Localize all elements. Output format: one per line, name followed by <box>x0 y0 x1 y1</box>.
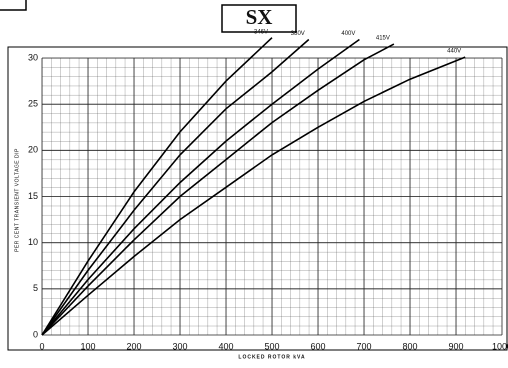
corner-box <box>0 0 27 11</box>
y-tick-label: 0 <box>33 329 38 339</box>
legend-label: 380V <box>291 31 305 37</box>
x-tick-label: 500 <box>264 341 279 351</box>
x-tick-label: 600 <box>310 341 325 351</box>
title-box <box>221 4 297 33</box>
chart-title: SX <box>246 5 273 29</box>
series-line <box>41 38 310 336</box>
x-tick-label: 900 <box>448 341 463 351</box>
series-line <box>41 43 395 336</box>
x-tick-label: 400 <box>218 341 233 351</box>
series-line <box>41 56 466 336</box>
y-axis-label: PER CENT TRANSIENT VOLTAGE DIP <box>14 148 20 252</box>
series-line <box>41 38 360 336</box>
x-axis-label: LOCKED ROTOR kVA <box>238 354 305 360</box>
x-tick-label: 100 <box>80 341 95 351</box>
legend-label: 400V <box>341 31 355 37</box>
legend-label: 440V <box>447 49 461 55</box>
series-line <box>41 37 273 336</box>
y-tick-label: 20 <box>28 145 38 155</box>
frame <box>7 46 508 351</box>
y-tick-label: 25 <box>28 99 38 109</box>
x-tick-label: 200 <box>126 341 141 351</box>
x-tick-label: 0 <box>39 341 44 351</box>
x-tick-label: 700 <box>356 341 371 351</box>
legend-label: 346V <box>254 29 268 35</box>
x-tick-label: 300 <box>172 341 187 351</box>
y-tick-label: 5 <box>33 283 38 293</box>
x-tick-label: 800 <box>402 341 417 351</box>
y-tick-label: 15 <box>28 191 38 201</box>
legend-label: 415V <box>376 36 390 42</box>
y-tick-label: 30 <box>28 52 38 62</box>
y-tick-label: 10 <box>28 237 38 247</box>
